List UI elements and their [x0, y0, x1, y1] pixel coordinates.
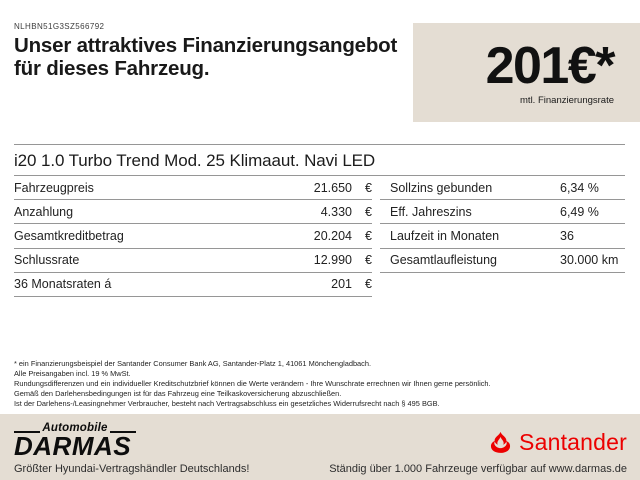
row-value: 21.650	[313, 180, 352, 195]
logo-rule-left	[14, 431, 41, 433]
table-row: 36 Monatsraten á 201 €	[14, 273, 372, 297]
row-value: 201	[331, 277, 352, 292]
row-unit: €	[365, 204, 372, 219]
row-value: 36	[560, 228, 574, 243]
row-label: Schlussrate	[14, 253, 80, 268]
darmas-logo-main: DARMAS	[14, 431, 132, 461]
dealer-tagline: Größter Hyundai-Vertragshändler Deutschl…	[14, 463, 250, 475]
monthly-rate: 201€*	[485, 36, 616, 95]
disclaimer-line: * ein Finanzierungsbeispiel der Santande…	[14, 359, 372, 368]
row-unit: €	[365, 277, 372, 292]
row-label: Sollzins gebunden	[390, 180, 493, 195]
disclaimer-line: Ist der Darlehens-/Leasingnehmer Verbrau…	[14, 399, 440, 408]
headline: Unser attraktives Finanzierungsangebot f…	[14, 34, 419, 80]
row-value: 6,34 %	[560, 180, 599, 195]
headline-line-2: für dieses Fahrzeug.	[14, 56, 210, 80]
table-row: Schlussrate 12.990 €	[14, 249, 372, 273]
vehicle-title: i20 1.0 Turbo Trend Mod. 25 Klimaaut. Na…	[14, 151, 376, 170]
disclaimer: * ein Finanzierungsbeispiel der Santande…	[14, 359, 624, 409]
santander-flame-icon	[487, 431, 514, 454]
santander-wordmark: Santander	[519, 429, 627, 455]
disclaimer-line: Gemäß den Darlehensbedingungen ist für d…	[14, 389, 342, 398]
row-label: Anzahlung	[14, 204, 74, 219]
row-value: 4.330	[320, 204, 352, 219]
disclaimer-line: Rundungsdifferenzen und ein individuelle…	[14, 379, 491, 388]
row-value: 30.000 km	[560, 253, 619, 268]
table-row: Laufzeit in Monaten 36	[380, 224, 625, 249]
row-label: Gesamtkreditbetrag	[14, 228, 124, 243]
finance-table-left: Fahrzeugpreis 21.650 € Anzahlung 4.330 €…	[14, 176, 372, 297]
darmas-logo-top-label: Automobile	[42, 422, 108, 434]
table-row: Anzahlung 4.330 €	[14, 200, 372, 225]
row-unit: €	[365, 253, 372, 268]
table-row: Gesamtlaufleistung 30.000 km	[380, 249, 625, 273]
darmas-logo: Automobile DARMAS	[14, 422, 136, 459]
table-row: Sollzins gebunden 6,34 %	[380, 176, 625, 201]
row-unit: €	[365, 228, 372, 243]
disclaimer-line: Alle Preisangaben incl. 19 % MwSt.	[14, 369, 131, 378]
table-row: Fahrzeugpreis 21.650 €	[14, 176, 372, 201]
darmas-logo-top: Automobile	[14, 422, 136, 434]
price-box: 201€* mtl. Finanzierungsrate	[413, 23, 640, 122]
footer: Automobile DARMAS Größter Hyundai-Vertra…	[0, 414, 640, 480]
vin-text: NLHBN51G3SZ566792	[14, 22, 105, 31]
rate-caption: mtl. Finanzierungsrate	[520, 94, 614, 106]
row-value: 12.990	[313, 253, 352, 268]
row-value: 6,49 %	[560, 204, 599, 219]
divider-title	[14, 175, 625, 176]
row-value: 20.204	[313, 228, 352, 243]
row-unit: €	[365, 180, 372, 195]
row-label: Gesamtlaufleistung	[390, 253, 498, 268]
row-label: Eff. Jahreszins	[390, 204, 472, 219]
row-label: 36 Monatsraten á	[14, 277, 112, 292]
availability-tagline: Ständig über 1.000 Fahrzeuge verfügbar a…	[329, 463, 627, 475]
row-label: Fahrzeugpreis	[14, 180, 94, 195]
logo-rule-right	[109, 431, 136, 433]
divider-top	[14, 144, 625, 145]
finance-table-right: Sollzins gebunden 6,34 % Eff. Jahreszins…	[380, 176, 625, 273]
santander-logo: Santander	[487, 430, 627, 454]
table-row: Gesamtkreditbetrag 20.204 €	[14, 224, 372, 249]
table-row: Eff. Jahreszins 6,49 %	[380, 200, 625, 225]
row-label: Laufzeit in Monaten	[390, 228, 500, 243]
headline-line-1: Unser attraktives Finanzierungsangebot	[14, 34, 398, 57]
